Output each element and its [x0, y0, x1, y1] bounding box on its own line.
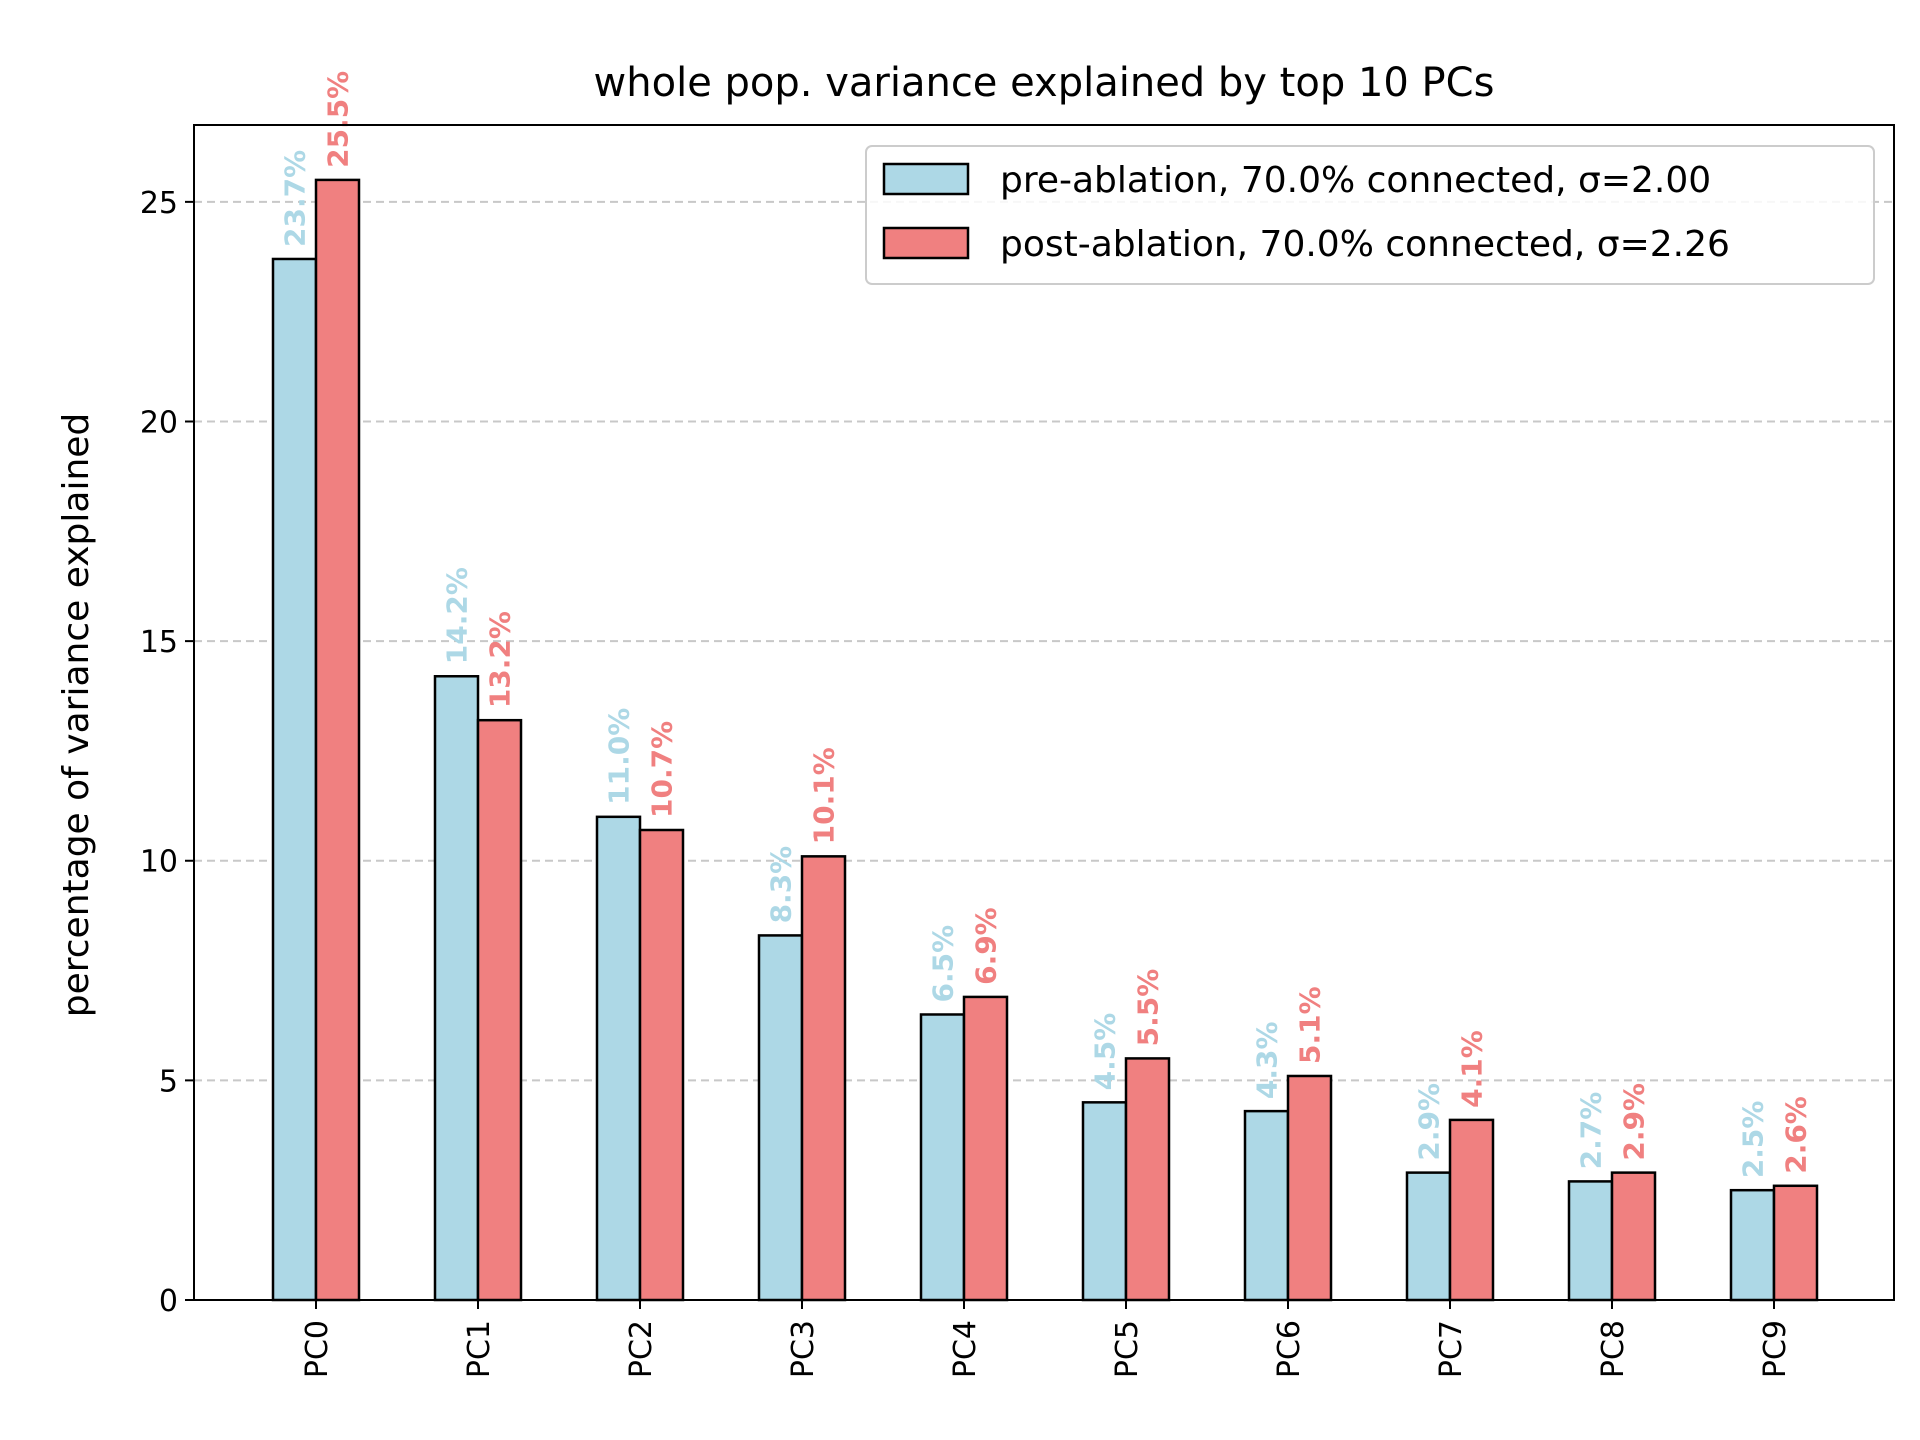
legend-label: pre-ablation, 70.0% connected, σ=2.00 [1000, 160, 1711, 201]
data-label: 10.1% [808, 747, 841, 844]
legend-swatch [882, 226, 970, 260]
x-tick-label: PC7 [1434, 1320, 1469, 1378]
x-tick-label: PC9 [1758, 1320, 1793, 1378]
bar-pre-PC9 [1729, 1188, 1776, 1302]
data-label: 13.2% [484, 611, 517, 708]
bar-pre-PC2 [595, 815, 642, 1302]
bar-pre-PC7 [1405, 1171, 1452, 1302]
y-axis: 0 5 10 15 20 25 [140, 186, 194, 1319]
plot-frame [193, 124, 1895, 1301]
data-label: 2.7% [1575, 1092, 1608, 1170]
y-tick-label: 0 [159, 1284, 178, 1319]
bar-labels: 23.7% 25.5% 14.2% 13.2% 11.0% 10.7% 8.3% 10.1% 6… [279, 71, 1813, 1178]
x-tick-label: PC4 [948, 1320, 983, 1378]
data-label: 4.5% [1089, 1013, 1122, 1091]
data-label: 2.6% [1780, 1096, 1813, 1174]
bar-post-PC1 [476, 718, 523, 1302]
data-label: 10.7% [646, 721, 679, 818]
x-tick-label: PC2 [624, 1320, 659, 1378]
data-label: 4.1% [1456, 1030, 1489, 1108]
data-label: 2.9% [1413, 1083, 1446, 1161]
data-label: 6.9% [970, 907, 1003, 985]
y-tick-label: 20 [140, 405, 178, 440]
y-tick-label: 5 [159, 1064, 178, 1099]
y-tick-label: 25 [140, 186, 178, 221]
bar-pre-PC3 [757, 934, 804, 1302]
bars [271, 178, 1819, 1302]
bar-post-PC0 [314, 178, 361, 1302]
data-label: 2.5% [1737, 1101, 1770, 1179]
bar-pre-PC1 [433, 675, 480, 1302]
bar-post-PC5 [1124, 1057, 1171, 1302]
data-label: 25.5% [322, 71, 355, 168]
bar-post-PC8 [1610, 1171, 1657, 1302]
data-label: 4.3% [1251, 1021, 1284, 1099]
data-label: 5.5% [1132, 969, 1165, 1047]
data-label: 11.0% [603, 708, 636, 805]
legend-box [865, 145, 1875, 285]
bar-pre-PC0 [271, 257, 318, 1302]
y-axis-title: percentage of variance explained [56, 413, 97, 1018]
legend: pre-ablation, 70.0% connected, σ=2.00 pos… [865, 145, 1875, 285]
x-tick-label: PC0 [300, 1320, 335, 1378]
y-tick-label: 15 [140, 625, 178, 660]
x-tick-label: PC1 [462, 1320, 497, 1378]
legend-label: post-ablation, 70.0% connected, σ=2.26 [1000, 224, 1730, 265]
bar-pre-PC6 [1243, 1109, 1290, 1302]
bar-post-PC4 [962, 995, 1009, 1302]
x-axis: PC0 PC1 PC2 PC3 PC4 PC5 PC6 PC7 PC8 PC9 [300, 1300, 1793, 1378]
bar-pre-PC8 [1567, 1180, 1614, 1302]
data-label: 8.3% [765, 846, 798, 924]
bar-pre-PC5 [1081, 1101, 1128, 1302]
data-label: 14.2% [441, 567, 474, 664]
bar-post-PC7 [1448, 1118, 1495, 1302]
y-tick-label: 10 [140, 845, 178, 880]
data-label: 2.9% [1618, 1083, 1651, 1161]
x-tick-label: PC6 [1272, 1320, 1307, 1378]
chart-title: whole pop. variance explained by top 10 … [594, 60, 1495, 106]
x-tick-label: PC8 [1596, 1320, 1631, 1378]
x-tick-label: PC5 [1110, 1320, 1145, 1378]
x-tick-label: PC3 [786, 1320, 821, 1378]
data-label: 23.7% [279, 150, 312, 247]
data-label: 5.1% [1294, 986, 1327, 1064]
bar-post-PC9 [1772, 1184, 1819, 1302]
bar-pre-PC4 [919, 1013, 966, 1302]
bar-post-PC2 [638, 828, 685, 1302]
legend-swatch [882, 162, 970, 196]
bar-post-PC3 [800, 855, 847, 1302]
data-label: 6.5% [927, 925, 960, 1003]
bar-post-PC6 [1286, 1074, 1333, 1302]
